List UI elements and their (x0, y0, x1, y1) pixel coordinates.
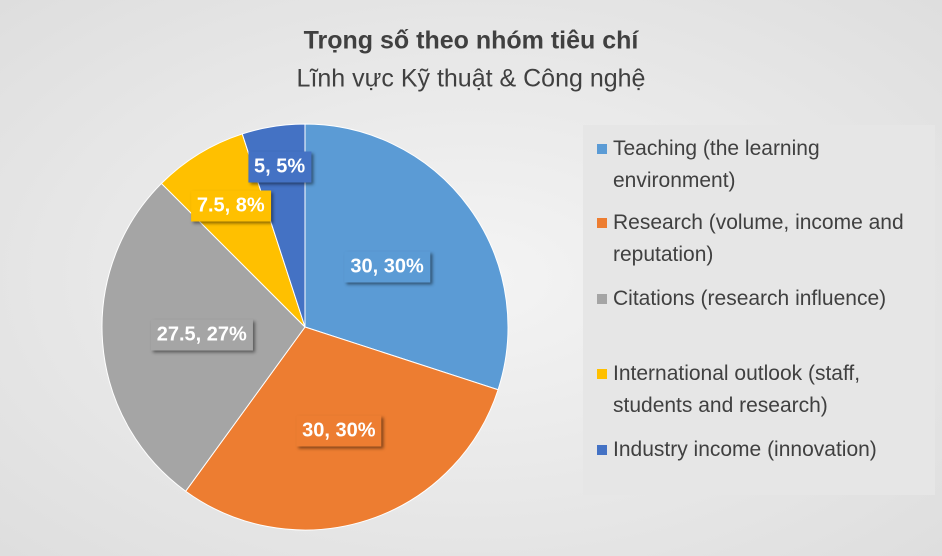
legend-item: Teaching (the learning environment) (597, 133, 931, 197)
legend-label: Research (volume, income and reputation) (613, 211, 904, 266)
chart-subtitle: Lĩnh vực Kỹ thuật & Công nghệ (297, 65, 646, 93)
data-label: 5, 5% (248, 151, 312, 183)
legend-item: Industry income (innovation) (597, 434, 931, 466)
legend-item: International outlook (staff, students a… (597, 358, 931, 422)
chart-title: Trọng số theo nhóm tiêu chí (304, 27, 640, 55)
legend-label: Citations (research influence) (613, 287, 887, 310)
data-label: 27.5, 27% (150, 319, 253, 351)
legend-marker (597, 294, 607, 304)
legend: Teaching (the learning environment) Resea… (583, 125, 935, 495)
data-label: 30, 30% (296, 415, 382, 447)
data-label: 7.5, 8% (190, 190, 271, 222)
legend-marker (597, 369, 607, 379)
legend-marker (597, 218, 607, 228)
legend-item: Research (volume, income and reputation) (597, 207, 931, 271)
legend-marker (597, 445, 607, 455)
legend-label: Teaching (the learning environment) (613, 137, 820, 192)
legend-label: Industry income (innovation) (613, 438, 877, 461)
data-label: 30, 30% (344, 251, 430, 283)
legend-marker (597, 144, 607, 154)
legend-label: International outlook (staff, students a… (613, 362, 861, 417)
pie-slice (160, 133, 306, 328)
legend-item: Citations (research influence) (597, 283, 931, 315)
